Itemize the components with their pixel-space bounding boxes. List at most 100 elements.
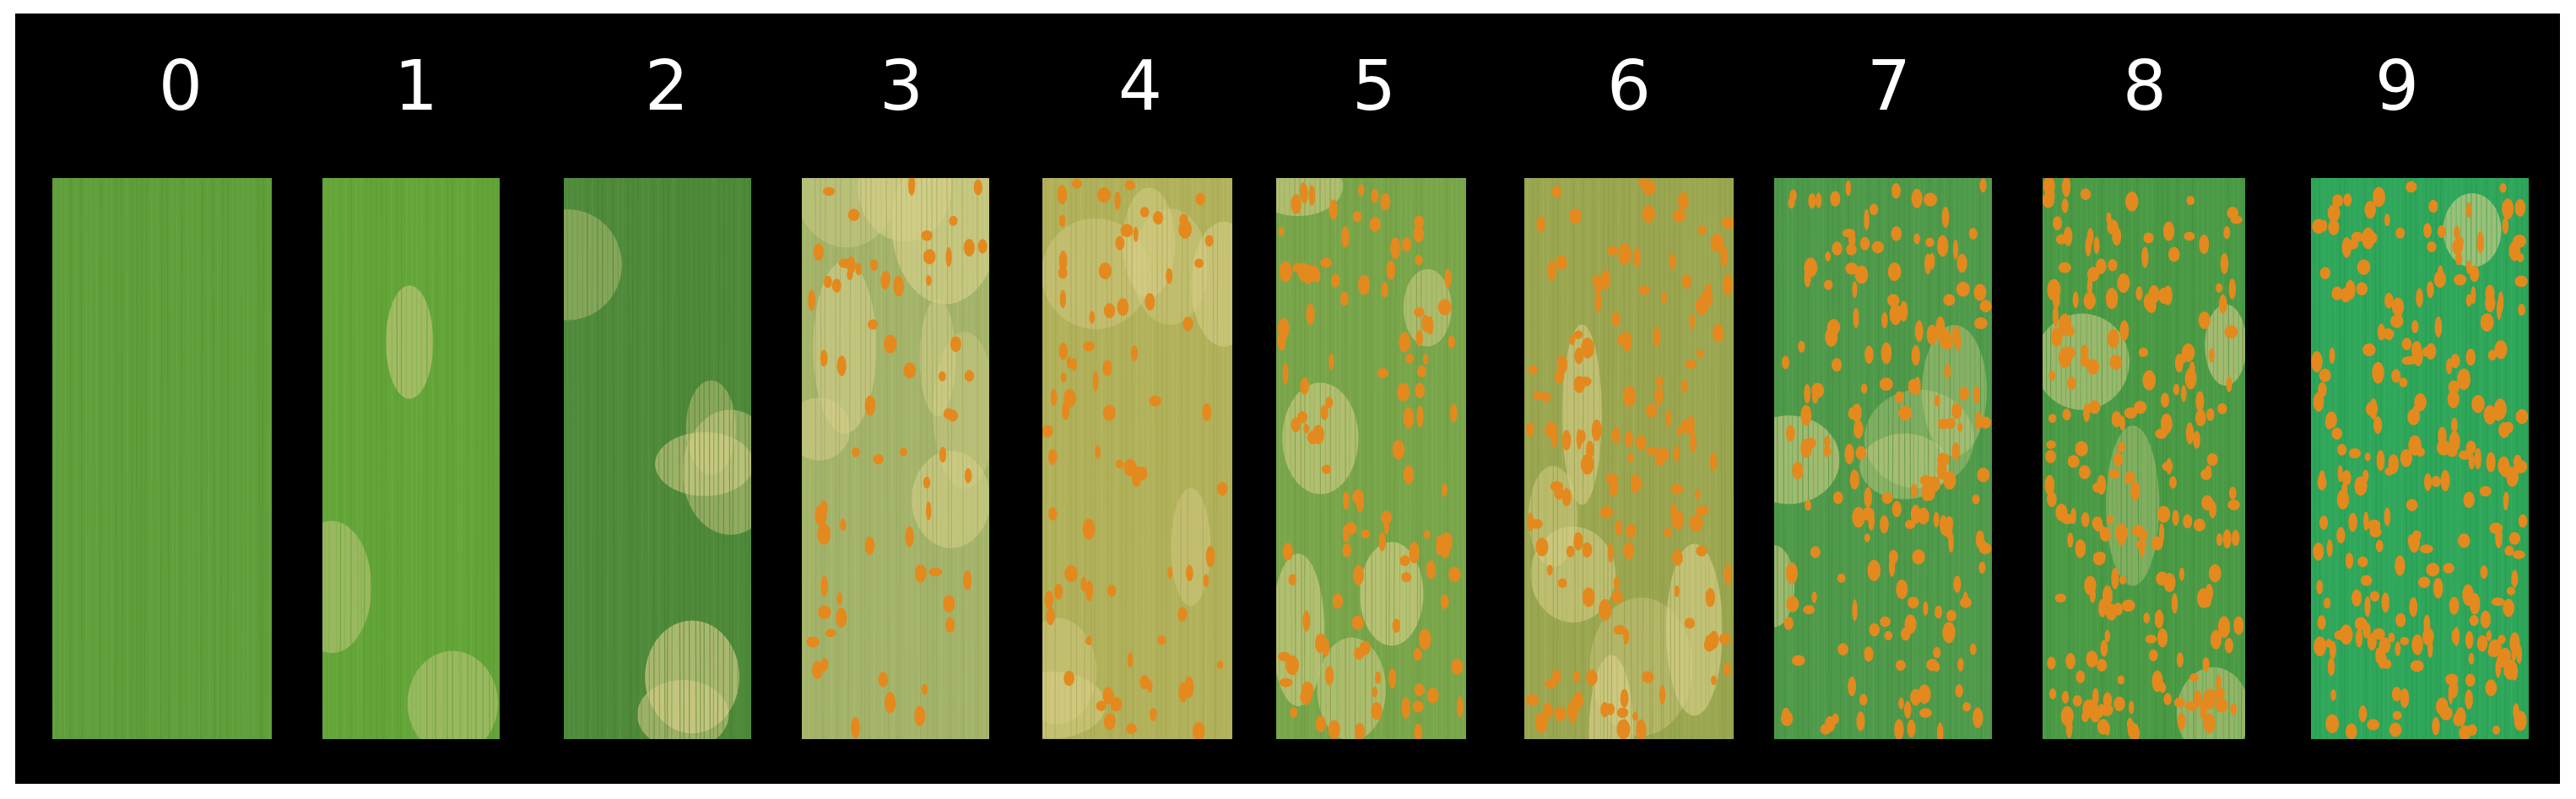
rust-pustule [899, 447, 907, 456]
rust-pustule [2504, 545, 2514, 556]
rust-pustule [1278, 317, 1290, 340]
rust-pustule [2083, 291, 2097, 310]
rust-pustule [1426, 560, 1437, 580]
rust-pustule [2382, 659, 2392, 669]
rust-pustule [1149, 395, 1161, 407]
leaf-vein [612, 178, 615, 739]
rust-pustule [2233, 616, 2244, 635]
rust-pustule [1202, 402, 1212, 422]
rust-pustule [1832, 358, 1843, 372]
rust-pustule [2093, 236, 2100, 255]
rust-pustule [2109, 354, 2123, 370]
rust-pustule [2328, 219, 2340, 235]
rust-pustule [2092, 482, 2103, 493]
rust-pustule [2160, 413, 2173, 435]
rust-pustule [1300, 377, 1309, 395]
rust-pustule [2206, 453, 2218, 467]
rust-pustule [2119, 416, 2126, 431]
rust-pustule [2440, 469, 2450, 492]
rust-pustule [818, 605, 831, 619]
leaf-vein [1556, 178, 1559, 739]
rust-pustule [2400, 449, 2412, 467]
rust-pustule [921, 683, 928, 695]
rust-pustule [1632, 711, 1638, 721]
rust-pustule [2096, 258, 2107, 274]
leaf-vein [435, 178, 438, 739]
rust-pustule [1954, 332, 1962, 351]
rust-pustule [1955, 684, 1963, 698]
rust-pustule [2454, 236, 2465, 247]
rust-pustule [2508, 532, 2520, 545]
rust-pustule [1355, 722, 1365, 739]
rust-pustule [1704, 634, 1713, 651]
rust-pustule [1859, 694, 1868, 706]
rust-pustule [840, 518, 847, 532]
leaf-vein [1908, 178, 1913, 739]
rust-pustule [1378, 532, 1386, 552]
rust-pustule [2215, 699, 2228, 713]
rust-pustule [1044, 590, 1054, 609]
leaf-vein [935, 178, 938, 739]
rust-pustule [1694, 489, 1701, 499]
leaf-vein [1791, 178, 1794, 739]
leaf-vein [663, 178, 666, 739]
rust-pustule [2406, 181, 2417, 193]
rust-pustule [814, 505, 827, 526]
leaf-vein [327, 178, 332, 739]
leaf-vein [620, 178, 624, 739]
chlorotic-patch [637, 679, 729, 739]
leaf-vein [926, 178, 928, 739]
rust-pustule [1324, 666, 1334, 685]
rust-pustule [1403, 407, 1414, 429]
rust-pustule [869, 259, 879, 272]
rust-pustule [2476, 231, 2484, 254]
rust-pustule [963, 239, 975, 256]
rust-pustule [855, 262, 862, 276]
leaf-vein [339, 178, 342, 739]
rust-pustule [1413, 224, 1425, 243]
rust-pustule [817, 523, 831, 545]
rust-pustule [1869, 623, 1880, 637]
rust-pustule [1085, 580, 1094, 602]
rust-pustule [2146, 300, 2157, 313]
rust-pustule [2178, 567, 2185, 581]
leaf-vein [2192, 178, 2194, 739]
rust-pustule [1968, 228, 1978, 240]
leaf-vein [1694, 178, 1697, 739]
rust-pustule [2389, 722, 2402, 737]
rust-pustule [2364, 452, 2371, 462]
rust-pustule [1114, 192, 1121, 210]
rust-pustule [2206, 408, 2215, 421]
rust-pustule [1912, 549, 1925, 564]
rust-pustule [2065, 652, 2075, 670]
rust-pustule [1914, 320, 1924, 343]
leaf-image-7 [1774, 178, 1992, 739]
rust-pustule [1696, 349, 1705, 359]
rust-pustule [1573, 330, 1583, 339]
rust-pustule [2098, 704, 2104, 713]
leaf-vein [2149, 178, 2153, 739]
rust-pustule [2105, 288, 2119, 310]
rust-pustule [2108, 469, 2120, 479]
rust-pustule [1178, 219, 1192, 239]
rust-pustule [2151, 670, 2163, 693]
rust-pustule [1869, 203, 1879, 216]
chlorotic-patch [1317, 637, 1386, 739]
leaf-vein [693, 178, 697, 739]
rust-pustule [1646, 403, 1658, 418]
rust-pustule [2356, 282, 2368, 296]
rust-pustule [1674, 585, 1680, 597]
rust-pustule [2081, 512, 2090, 527]
rust-pustule [2427, 281, 2434, 299]
rust-pustule [2217, 616, 2231, 639]
rust-pustule [947, 409, 959, 422]
rust-pustule [2407, 408, 2420, 426]
rust-pustule [2436, 697, 2449, 716]
rust-pustule [2395, 301, 2402, 322]
leaf-vein [1461, 178, 1464, 739]
rust-pustule [1613, 576, 1621, 589]
rust-pustule [2449, 597, 2460, 615]
rust-pustule [1665, 409, 1671, 428]
rust-pustule [2395, 613, 2406, 628]
rust-pustule [1300, 688, 1312, 705]
